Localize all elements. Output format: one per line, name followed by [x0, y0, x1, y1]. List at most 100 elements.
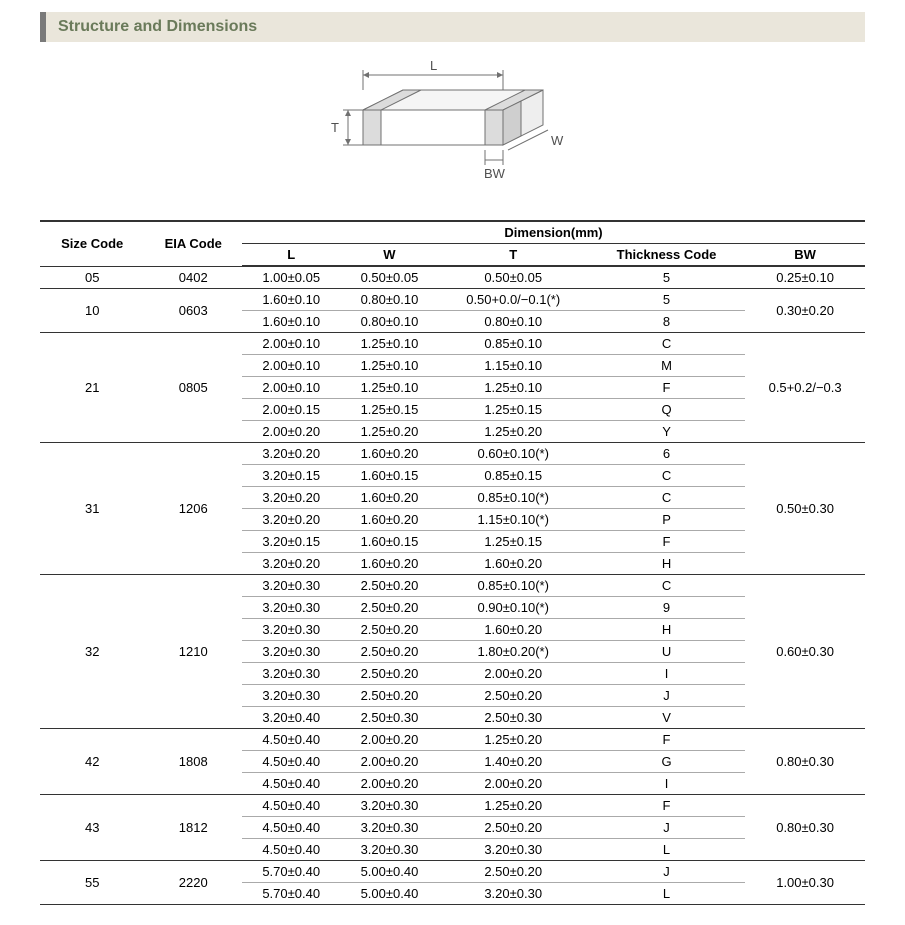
cell-size-code: 43 — [40, 795, 144, 861]
cell-L: 4.50±0.40 — [242, 817, 340, 839]
cell-L: 5.70±0.40 — [242, 861, 340, 883]
cell-thk: J — [588, 817, 745, 839]
section-title: Structure and Dimensions — [40, 12, 865, 42]
cell-size-code: 21 — [40, 333, 144, 443]
cell-L: 2.00±0.10 — [242, 333, 340, 355]
cell-L: 3.20±0.20 — [242, 487, 340, 509]
col-BW: BW — [745, 244, 865, 267]
cell-T: 0.50±0.05 — [439, 266, 588, 289]
cell-T: 2.00±0.20 — [439, 773, 588, 795]
cell-T: 2.50±0.20 — [439, 817, 588, 839]
diagram-label-BW: BW — [484, 166, 506, 181]
cell-thk: 5 — [588, 266, 745, 289]
cell-eia-code: 1808 — [144, 729, 242, 795]
cell-T: 1.15±0.10 — [439, 355, 588, 377]
cell-W: 1.25±0.10 — [340, 333, 438, 355]
cell-T: 0.80±0.10 — [439, 311, 588, 333]
cell-W: 3.20±0.30 — [340, 795, 438, 817]
cell-W: 0.80±0.10 — [340, 311, 438, 333]
cell-thk: J — [588, 685, 745, 707]
cell-L: 5.70±0.40 — [242, 883, 340, 905]
cell-L: 4.50±0.40 — [242, 795, 340, 817]
cell-T: 0.90±0.10(*) — [439, 597, 588, 619]
cell-L: 2.00±0.15 — [242, 399, 340, 421]
cell-bw: 0.80±0.30 — [745, 795, 865, 861]
dimensions-table: Size Code EIA Code Dimension(mm) L W T T… — [40, 220, 865, 905]
cell-thk: C — [588, 333, 745, 355]
cell-L: 4.50±0.40 — [242, 729, 340, 751]
cell-thk: L — [588, 883, 745, 905]
cell-thk: C — [588, 575, 745, 597]
cell-thk: F — [588, 377, 745, 399]
cell-eia-code: 1812 — [144, 795, 242, 861]
cell-W: 1.25±0.20 — [340, 421, 438, 443]
cell-thk: 6 — [588, 443, 745, 465]
cell-thk: L — [588, 839, 745, 861]
cell-bw: 0.80±0.30 — [745, 729, 865, 795]
cell-L: 1.60±0.10 — [242, 311, 340, 333]
cell-T: 1.25±0.10 — [439, 377, 588, 399]
cell-W: 2.50±0.20 — [340, 575, 438, 597]
cell-L: 1.00±0.05 — [242, 266, 340, 289]
cell-thk: Y — [588, 421, 745, 443]
cell-thk: 5 — [588, 289, 745, 311]
cell-W: 2.50±0.20 — [340, 685, 438, 707]
cell-size-code: 05 — [40, 266, 144, 289]
cell-T: 0.50+0.0/−0.1(*) — [439, 289, 588, 311]
cell-L: 3.20±0.30 — [242, 663, 340, 685]
cell-T: 2.50±0.20 — [439, 861, 588, 883]
cell-L: 3.20±0.30 — [242, 641, 340, 663]
cell-T: 1.25±0.20 — [439, 729, 588, 751]
dimension-diagram: L T W BW — [303, 50, 603, 200]
cell-L: 3.20±0.30 — [242, 685, 340, 707]
cell-L: 4.50±0.40 — [242, 839, 340, 861]
cell-thk: H — [588, 619, 745, 641]
col-thickness-code: Thickness Code — [588, 244, 745, 267]
cell-thk: I — [588, 773, 745, 795]
cell-W: 2.50±0.20 — [340, 619, 438, 641]
cell-size-code: 10 — [40, 289, 144, 333]
cell-L: 2.00±0.20 — [242, 421, 340, 443]
cell-W: 2.50±0.20 — [340, 663, 438, 685]
cell-thk: C — [588, 465, 745, 487]
cell-W: 2.50±0.30 — [340, 707, 438, 729]
cell-W: 3.20±0.30 — [340, 839, 438, 861]
cell-W: 1.60±0.20 — [340, 487, 438, 509]
cell-eia-code: 0805 — [144, 333, 242, 443]
cell-W: 1.25±0.10 — [340, 355, 438, 377]
col-W: W — [340, 244, 438, 267]
cell-W: 1.25±0.10 — [340, 377, 438, 399]
cell-bw: 0.5+0.2/−0.3 — [745, 333, 865, 443]
cell-L: 2.00±0.10 — [242, 377, 340, 399]
cell-T: 1.25±0.15 — [439, 399, 588, 421]
col-L: L — [242, 244, 340, 267]
cell-eia-code: 0402 — [144, 266, 242, 289]
cell-W: 3.20±0.30 — [340, 817, 438, 839]
cell-W: 0.50±0.05 — [340, 266, 438, 289]
cell-thk: F — [588, 795, 745, 817]
cell-bw: 0.30±0.20 — [745, 289, 865, 333]
cell-T: 2.00±0.20 — [439, 663, 588, 685]
cell-T: 1.80±0.20(*) — [439, 641, 588, 663]
cell-T: 1.25±0.20 — [439, 795, 588, 817]
cell-size-code: 32 — [40, 575, 144, 729]
cell-W: 2.00±0.20 — [340, 729, 438, 751]
cell-L: 3.20±0.20 — [242, 443, 340, 465]
diagram-label-T: T — [331, 120, 339, 135]
cell-W: 1.60±0.20 — [340, 553, 438, 575]
cell-thk: M — [588, 355, 745, 377]
cell-thk: 9 — [588, 597, 745, 619]
cell-W: 2.00±0.20 — [340, 751, 438, 773]
cell-thk: H — [588, 553, 745, 575]
cell-T: 1.60±0.20 — [439, 553, 588, 575]
cell-bw: 1.00±0.30 — [745, 861, 865, 905]
cell-size-code: 55 — [40, 861, 144, 905]
cell-W: 1.60±0.20 — [340, 509, 438, 531]
cell-eia-code: 0603 — [144, 289, 242, 333]
cell-L: 3.20±0.20 — [242, 553, 340, 575]
cell-T: 0.85±0.10(*) — [439, 487, 588, 509]
col-eia-code: EIA Code — [144, 221, 242, 266]
cell-W: 2.00±0.20 — [340, 773, 438, 795]
cell-L: 3.20±0.30 — [242, 597, 340, 619]
cell-bw: 0.25±0.10 — [745, 266, 865, 289]
